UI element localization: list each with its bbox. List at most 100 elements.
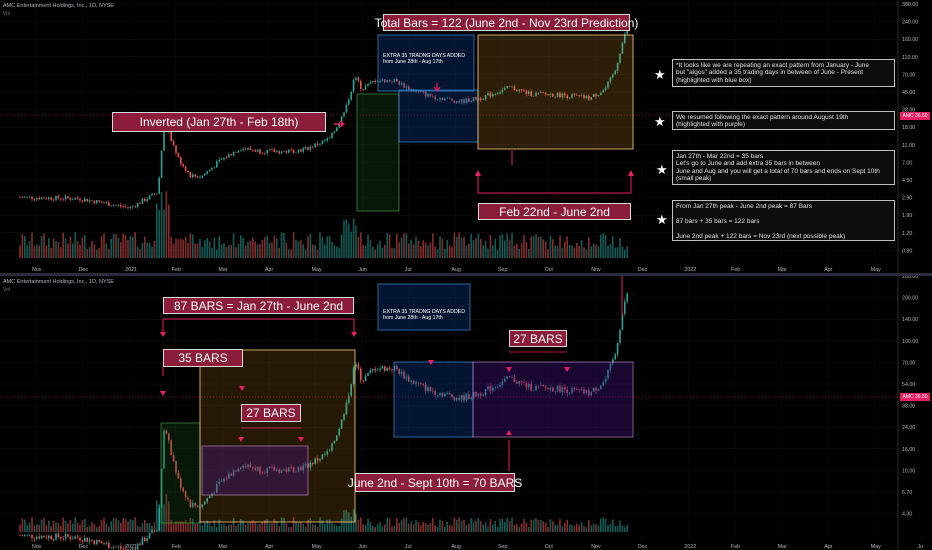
volume-bar: [232, 517, 235, 532]
candle-body: [103, 543, 105, 545]
top-chart-canvas[interactable]: 380.00 240.00 160.00 110.00 70.00 45.00 28.00 1…: [0, 0, 932, 273]
y-tick-label: 28.00: [902, 108, 915, 114]
candle-body: [218, 481, 220, 484]
volume-bar: [300, 239, 302, 258]
volume-bar: [410, 521, 412, 532]
volume-bar: [364, 245, 367, 258]
candle-body: [456, 101, 458, 103]
candle-body: [571, 94, 573, 98]
candle-body: [300, 149, 302, 152]
volume-bar: [609, 243, 612, 258]
candle-body: [283, 469, 285, 470]
candle-body: [590, 96, 592, 100]
volume-bar: [300, 521, 302, 532]
candle-body: [91, 200, 93, 201]
volume-bar: [273, 235, 276, 258]
volume-bar: [614, 526, 616, 532]
x-tick-label: May: [312, 544, 322, 550]
candle-body: [520, 89, 523, 91]
candle-body: [206, 498, 208, 502]
top-chart-pane[interactable]: 380.00 240.00 160.00 110.00 70.00 45.00 28.00 1…: [0, 0, 932, 273]
candle-body: [602, 90, 604, 93]
volume-bar: [448, 245, 451, 258]
volume-bar: [74, 517, 76, 532]
volume-bar: [208, 522, 211, 532]
candle-body: [499, 92, 501, 94]
candle-body: [312, 146, 314, 148]
volume-bar: [122, 518, 124, 532]
volume-bar: [326, 519, 328, 532]
candle-body: [549, 94, 552, 96]
volume-bar: [499, 235, 501, 258]
volume-bar: [338, 526, 340, 532]
candle-body: [333, 131, 336, 133]
candle-body: [218, 159, 220, 162]
x-tick-label: Aug: [451, 544, 460, 550]
candle-body: [28, 196, 31, 198]
candle-body: [112, 546, 115, 548]
star-icon: ★: [654, 67, 666, 82]
x-tick-label: Jun: [358, 544, 367, 550]
candle-body: [300, 467, 302, 471]
candle-body: [40, 535, 43, 539]
candle-body: [381, 366, 384, 369]
pane-divider[interactable]: [0, 273, 932, 276]
volume-bar: [458, 232, 460, 258]
candle-body: [501, 89, 504, 93]
bottom-chart-pane[interactable]: 280.00 200.00 140.00 100.00 70.00 54.00 38.00 2…: [0, 276, 932, 550]
volume-bar: [240, 235, 242, 258]
volume-bar: [132, 519, 134, 532]
candle-body: [576, 389, 578, 390]
candle-body: [187, 497, 189, 500]
volume-bar: [549, 519, 552, 532]
x-tick-label: Apr: [824, 544, 832, 550]
candle-body: [124, 548, 127, 550]
price-tag-symbol: AMC: [902, 394, 914, 400]
extra-days-text: EXTRA 35 TRADNG DAYS ADDED from June 28t…: [383, 53, 465, 65]
green-box: [356, 93, 400, 212]
candle-body: [194, 174, 196, 177]
volume-bar: [115, 518, 117, 532]
candle-body: [122, 548, 124, 550]
volume-bar: [168, 501, 170, 532]
volume-bar: [343, 220, 345, 258]
volume-bar: [261, 239, 264, 258]
bottom-chart-canvas[interactable]: 280.00 200.00 140.00 100.00 70.00 54.00 38.00 2…: [0, 276, 932, 550]
volume-bar: [405, 517, 408, 532]
volume-bar: [448, 524, 451, 532]
candle-body: [444, 393, 446, 397]
volume-bar: [206, 238, 208, 258]
volume-bar: [477, 517, 480, 532]
candle-body: [242, 148, 244, 151]
candle-body: [525, 383, 528, 388]
x-tick-label: Nov: [591, 544, 601, 550]
candle-body: [261, 472, 264, 474]
volume-bar: [508, 521, 511, 532]
candle-body: [312, 462, 314, 464]
candle-body: [511, 86, 513, 88]
candle-body: [446, 393, 448, 394]
volume-bar: [170, 236, 172, 258]
candle-body: [220, 481, 223, 482]
volume-label: Vol: [3, 11, 10, 17]
volume-bar: [225, 525, 228, 532]
candle-body: [595, 94, 597, 97]
volume-bar: [446, 240, 448, 258]
volume-bar: [189, 517, 192, 532]
candle-body: [506, 376, 508, 379]
candle-body: [216, 483, 218, 493]
volume-bar: [288, 249, 290, 258]
volume-bar: [487, 248, 489, 258]
candle-body: [266, 467, 268, 474]
y-tick-label: 11.00: [902, 143, 915, 149]
volume-bar: [52, 238, 55, 258]
volume-bar: [204, 240, 206, 258]
candle-body: [340, 116, 343, 123]
volume-bar: [242, 520, 244, 532]
volume-bar: [573, 247, 576, 258]
candle-body: [523, 382, 525, 384]
candle-body: [148, 195, 151, 200]
candle-body: [276, 151, 278, 153]
volume-bar: [393, 526, 396, 532]
volume-bar: [552, 521, 554, 532]
